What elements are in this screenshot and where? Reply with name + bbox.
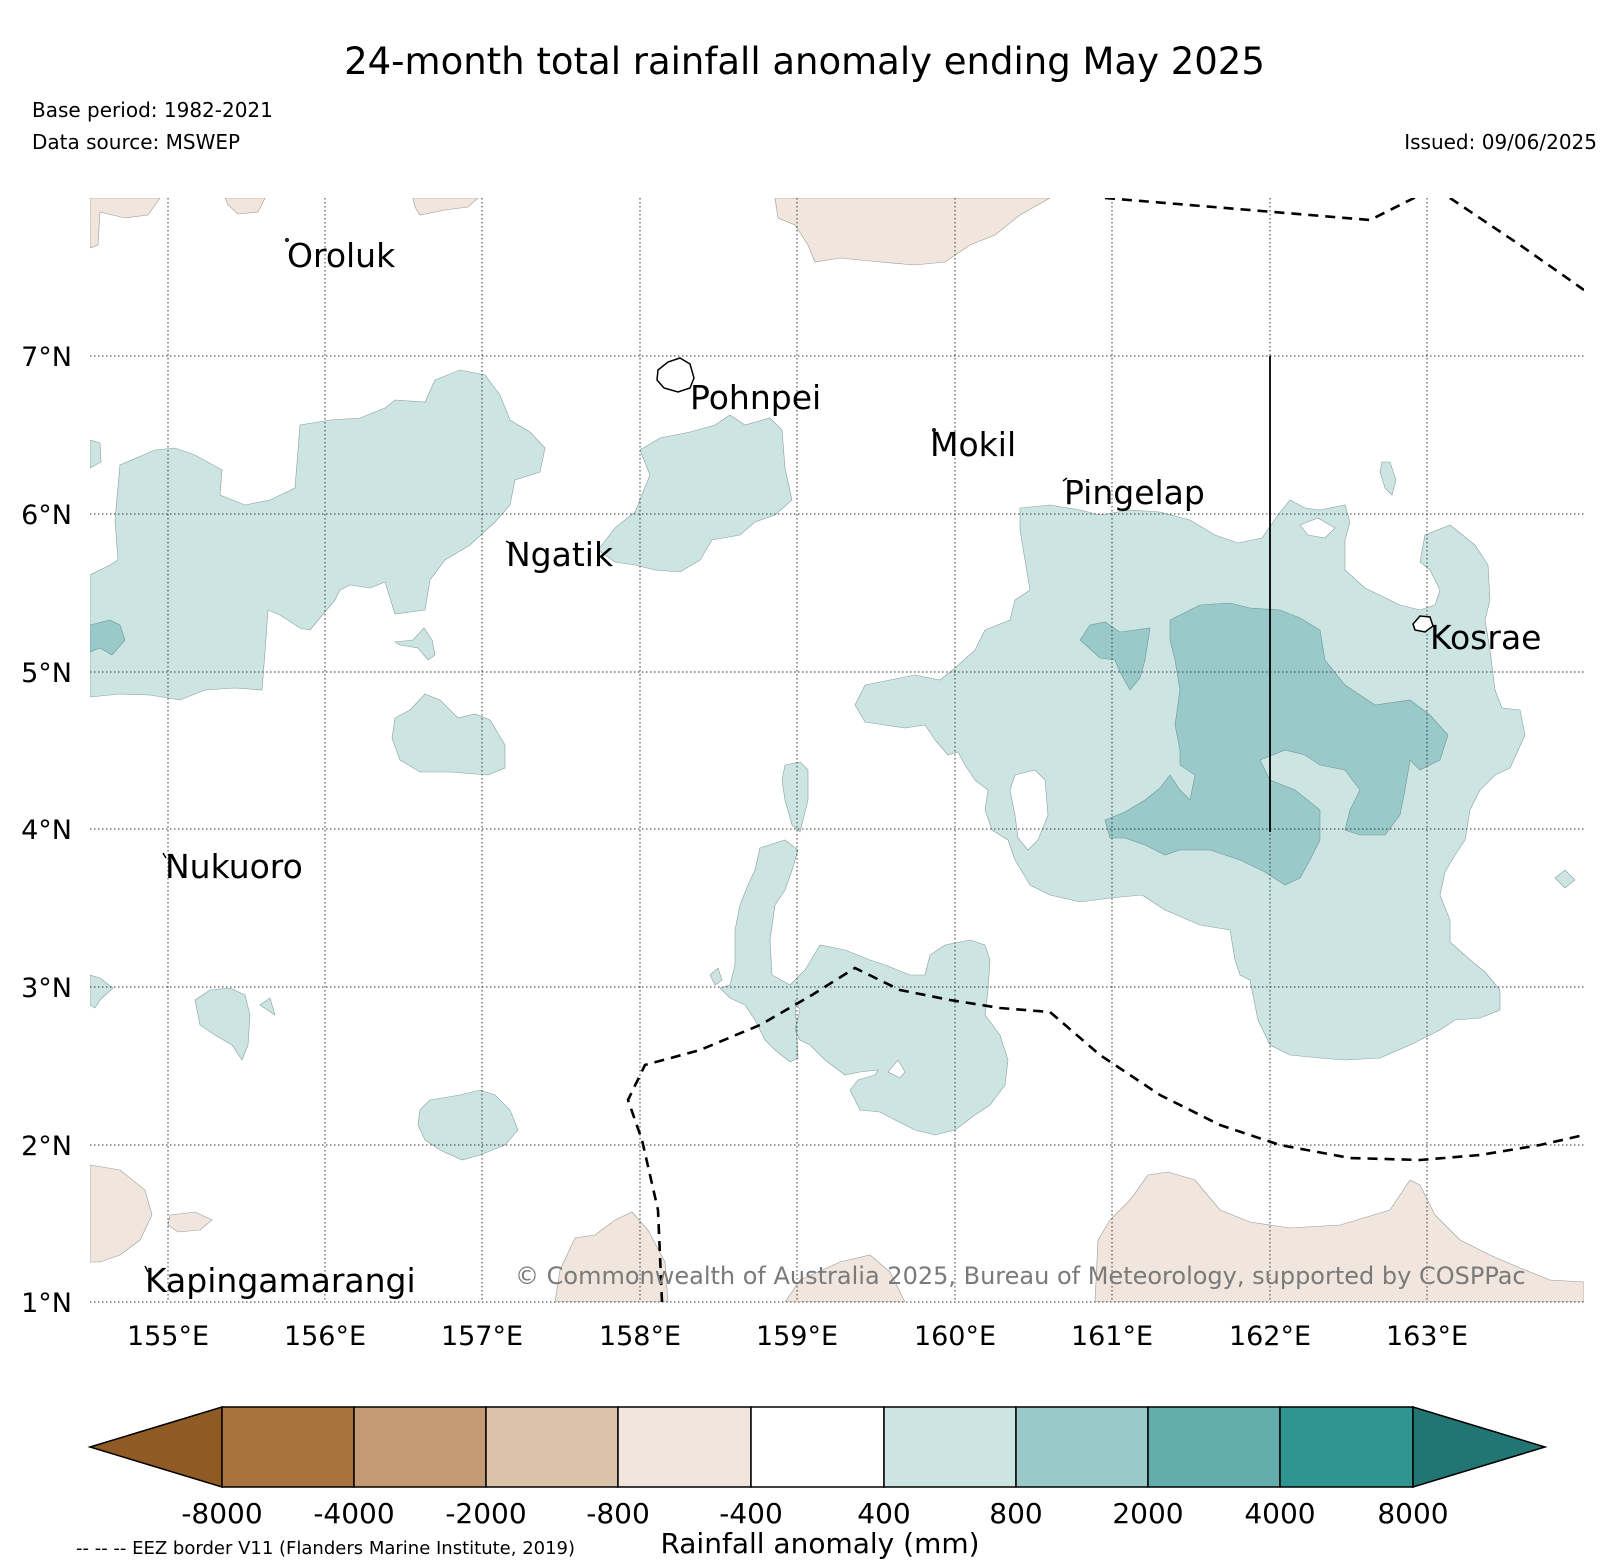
place-label-pingelap: Pingelap [1064,473,1205,512]
wet-area-south-hole [887,1059,906,1079]
place-label-nukuoro: Nukuoro [165,847,303,886]
graticule [90,198,1584,1303]
wet-area-north-kosrae [1379,461,1397,496]
dry-area-bottom-right [1094,1171,1584,1302]
issued-date: Issued: 09/06/2025 [1404,130,1597,154]
longitude-labels: 155°E 156°E 157°E 158°E 159°E 160°E 161°… [127,1321,1468,1352]
colorbar-tick-label: -800 [586,1497,650,1530]
dry-area-top-2 [412,198,479,216]
lat-label-1: 1°N [21,1288,72,1319]
wet-area-west-edge [90,974,114,1009]
kosrae-island [1412,615,1434,633]
colorbar-label: Rainfall anomaly (mm) [660,1527,980,1560]
wetter-area-west-edge [90,619,126,656]
wet-area-far-east [1554,869,1576,889]
lat-label-3: 3°N [21,973,72,1004]
oroluk-atoll [285,238,289,242]
island-outlines [144,238,1434,1273]
wet-area-east-hole-2 [1299,517,1336,539]
colorbar-tick-label: -4000 [313,1497,395,1530]
lon-label-155: 155°E [127,1321,209,1352]
lon-label-163: 163°E [1386,1321,1468,1352]
colorbar-tick-label: 400 [857,1497,911,1530]
place-label-mokil: Mokil [930,425,1016,464]
colorbar-tick-label: -2000 [445,1497,527,1530]
wet-area-south-ngatik [417,1089,519,1161]
ngatik-atoll [505,540,514,546]
wet-area-east-hole [1009,769,1049,851]
lon-label-158: 158°E [599,1321,681,1352]
colorbar-tick-label: 8000 [1377,1497,1449,1530]
lon-label-162: 162°E [1229,1321,1311,1352]
lat-label-5: 5°N [21,658,72,689]
place-label-ngatik: Ngatik [506,535,614,574]
wet-area-east [854,499,1526,1061]
colorbar-tick-label: 800 [989,1497,1043,1530]
lon-label-157: 157°E [441,1321,523,1352]
wet-area-nukuoro-south [194,987,251,1061]
pohnpei-island [656,357,695,393]
dry-area-bottom-center-2 [784,1254,906,1302]
eez-border-footnote: -- -- -- EEZ border V11 (Flanders Marine… [76,1538,576,1559]
latitude-labels: 7°N 6°N 5°N 4°N 3°N 2°N 1°N [21,342,72,1319]
colorbar-tick-label: 2000 [1112,1497,1184,1530]
mokil-atoll [932,428,936,432]
wet-area-small-1 [259,997,276,1016]
lat-label-2: 2°N [21,1131,72,1162]
wetter-area-kosrae [1104,602,1449,886]
wet-area-west-sliver [90,439,102,469]
lat-label-7: 7°N [21,342,72,373]
lon-label-161: 161°E [1071,1321,1153,1352]
place-label-kosrae: Kosrae [1430,618,1541,657]
wet-area-strip [781,761,809,833]
base-period-note: Base period: 1982-2021 [32,98,273,122]
kapingamarangi-atoll [144,1265,149,1273]
copyright-notice: © Commonwealth of Australia 2025, Bureau… [515,1262,1526,1290]
wet-area-ngatik-east [394,627,436,661]
place-label-pohnpei: Pohnpei [690,378,821,417]
colorbar-tick-label: -8000 [181,1497,263,1530]
wet-area-west [90,369,546,701]
lon-label-159: 159°E [756,1321,838,1352]
nukuoro-atoll [162,852,167,859]
wet-area-small-2 [709,967,723,986]
anomaly-fill-layer [90,198,1584,1302]
wetter-area-pingelap-south [1079,621,1151,691]
map-title: 24-month total rainfall anomaly ending M… [344,40,1265,83]
colorbar-tick-label: 4000 [1244,1497,1316,1530]
dry-area-top-center [774,198,1051,266]
lat-label-6: 6°N [21,500,72,531]
wet-area-south-of-pohnpei [391,693,506,776]
lon-label-156: 156°E [284,1321,366,1352]
lat-label-4: 4°N [21,815,72,846]
place-label-kapingamarangi: Kapingamarangi [145,1261,416,1300]
dry-area-bottom-left [90,1164,153,1263]
place-labels: Oroluk Pohnpei Mokil Pingelap Ngatik Kos… [145,236,1541,1300]
wet-area-south-center [719,839,1009,1136]
pingelap-atoll [1062,477,1068,482]
dry-area-bottom-left-2 [167,1211,213,1233]
place-label-oroluk: Oroluk [287,236,396,275]
dry-area-top-left [90,198,161,249]
eez-border [626,198,1584,1302]
lon-label-160: 160°E [914,1321,996,1352]
colorbar-tick-label: -400 [719,1497,783,1530]
dry-area-top-1 [224,198,266,215]
data-source-note: Data source: MSWEP [32,130,241,154]
wet-area-pohnpei [597,414,793,573]
